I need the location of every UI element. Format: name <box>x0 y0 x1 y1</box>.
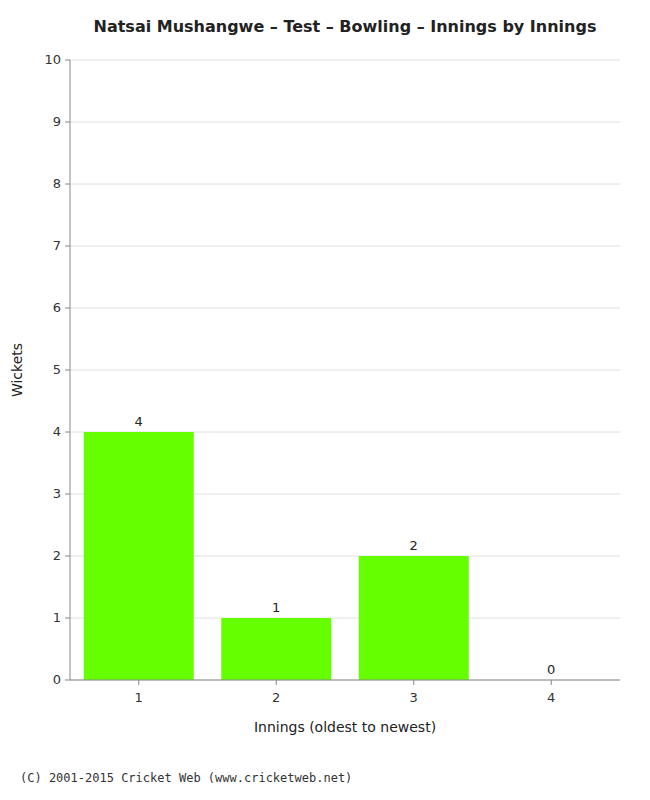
y-axis-label: Wickets <box>9 343 25 397</box>
y-tick <box>65 618 70 619</box>
y-axis-line <box>70 60 71 680</box>
y-tick <box>65 680 70 681</box>
y-tick <box>65 246 70 247</box>
y-tick-label: 7 <box>53 238 61 253</box>
x-tick <box>413 680 414 685</box>
y-tick <box>65 122 70 123</box>
chart-svg: 0 1 2 3 4 5 6 7 8 9 10 4 1 2 0 1 2 3 4 Natsai Mushangwe – T… <box>0 0 650 800</box>
grid <box>70 60 620 680</box>
data-label: 2 <box>410 538 418 553</box>
grid-line <box>70 370 620 371</box>
y-tick <box>65 60 70 61</box>
x-tick-label: 2 <box>272 690 280 705</box>
x-tick <box>138 680 139 685</box>
y-tick-label: 8 <box>53 176 61 191</box>
data-labels: 4 1 2 0 <box>135 414 556 677</box>
data-label: 0 <box>547 662 555 677</box>
y-tick <box>65 494 70 495</box>
x-tick <box>551 680 552 685</box>
bar <box>359 556 469 680</box>
x-axis-label: Innings (oldest to newest) <box>254 719 436 735</box>
x-axis: 1 2 3 4 <box>70 680 620 705</box>
bars <box>84 432 469 680</box>
y-tick-label: 1 <box>53 610 61 625</box>
data-label: 4 <box>135 414 143 429</box>
footer-annotation: (C) 2001-2015 Cricket Web (www.cricketwe… <box>20 771 352 785</box>
y-axis: 0 1 2 3 4 5 6 7 8 9 10 <box>44 52 70 687</box>
y-tick <box>65 432 70 433</box>
y-tick-label: 9 <box>53 114 61 129</box>
y-tick-label: 5 <box>53 362 61 377</box>
x-axis-line <box>70 680 620 681</box>
x-tick <box>276 680 277 685</box>
y-tick-label: 6 <box>53 300 61 315</box>
y-tick <box>65 556 70 557</box>
title: Natsai Mushangwe – Test – Bowling – Inni… <box>94 17 597 36</box>
grid-line <box>70 184 620 185</box>
y-tick <box>65 370 70 371</box>
grid-line <box>70 246 620 247</box>
y-tick-label: 4 <box>53 424 61 439</box>
y-tick-label: 2 <box>53 548 61 563</box>
y-tick-label: 3 <box>53 486 61 501</box>
y-tick-label: 0 <box>53 672 61 687</box>
x-tick-label: 4 <box>547 690 555 705</box>
grid-line <box>70 122 620 123</box>
x-tick-label: 3 <box>410 690 418 705</box>
grid-line <box>70 680 620 681</box>
data-label: 1 <box>272 600 280 615</box>
y-tick-label: 10 <box>44 52 61 67</box>
x-tick-label: 1 <box>135 690 143 705</box>
y-tick <box>65 184 70 185</box>
y-tick <box>65 308 70 309</box>
bar <box>221 618 331 680</box>
grid-line <box>70 308 620 309</box>
bar <box>84 432 194 680</box>
chart-container: 0 1 2 3 4 5 6 7 8 9 10 4 1 2 0 1 2 3 4 Natsai Mushangwe – T… <box>0 0 650 800</box>
grid-line <box>70 60 620 61</box>
